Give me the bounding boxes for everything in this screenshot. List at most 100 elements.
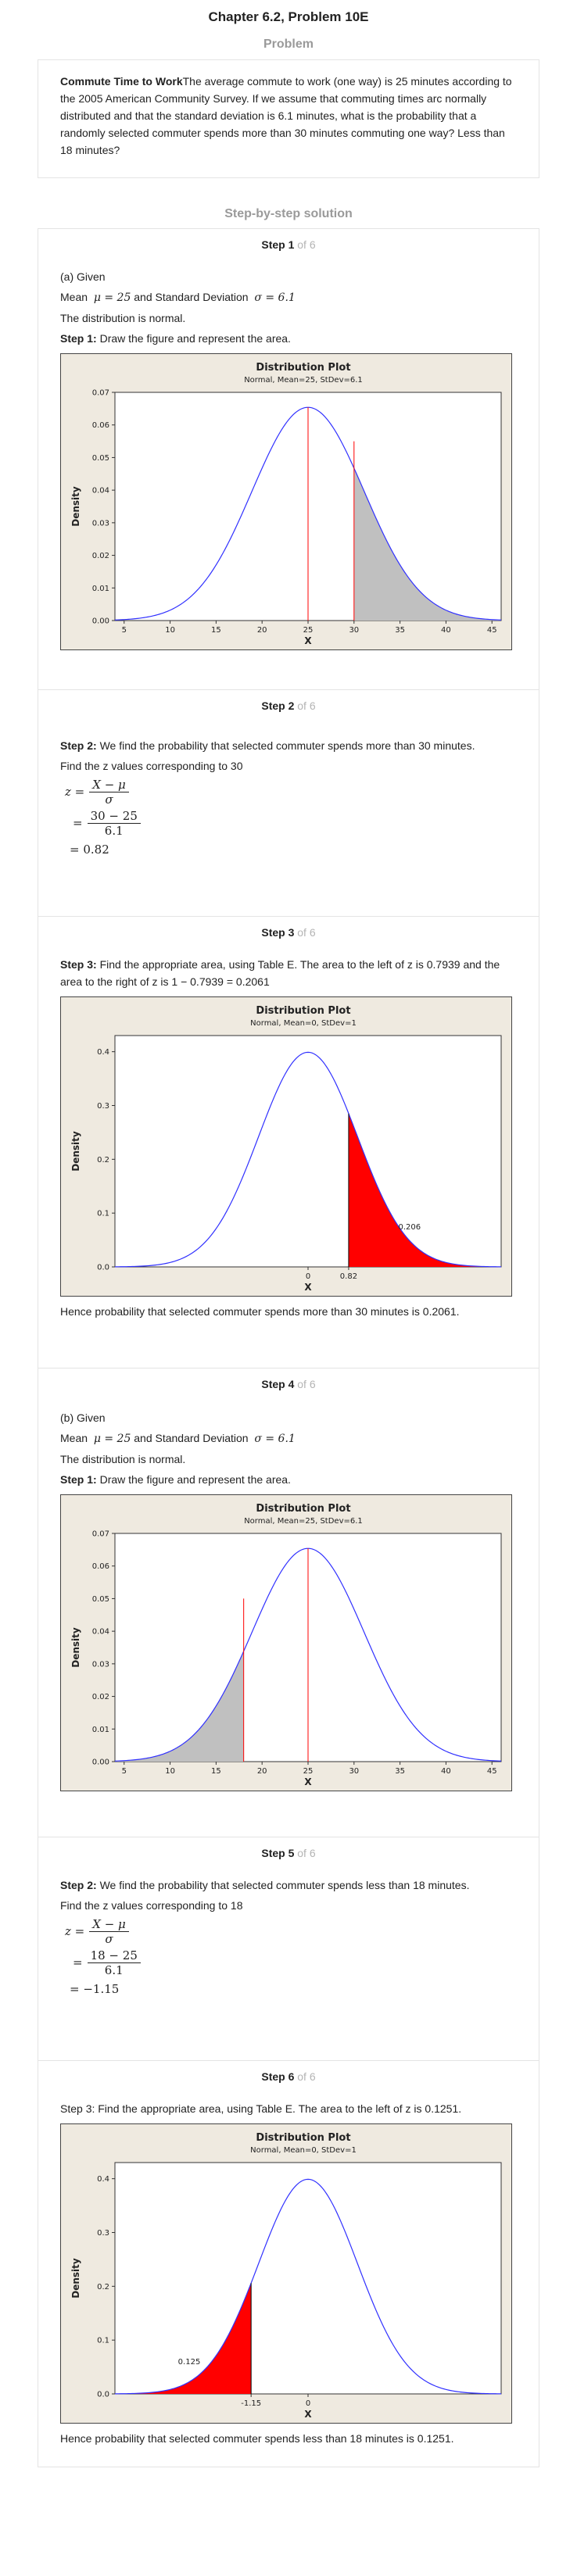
mean-sd-line: Mean μ = 25 and Standard Deviation σ = 6…	[60, 287, 517, 308]
area-label: 0.206	[399, 1223, 421, 1232]
x-tick-label: 40	[441, 626, 451, 635]
eq2-denominator: 6.1	[104, 823, 124, 838]
eq-numerator: X − μ	[89, 778, 129, 792]
mean-equation: μ = 25	[93, 292, 131, 304]
x-tick-label: 0	[306, 1272, 310, 1281]
step-instruction-bold: Step 1:	[60, 332, 97, 345]
y-tick-label: 0.07	[92, 1530, 109, 1539]
plot-title: Distribution Plot	[256, 1503, 350, 1515]
x-tick-label: 45	[487, 1767, 497, 1776]
step-instruction-bold: Step 2:	[60, 1879, 97, 1891]
step-title: Step 2 of 6	[60, 699, 517, 712]
plot-subtitle: Normal, Mean=0, StDev=1	[250, 1019, 357, 1028]
find-z-text: Find the z values corresponding to 30	[60, 760, 243, 772]
y-tick-label: 0.07	[92, 389, 109, 398]
x-tick-label: 35	[395, 1767, 405, 1776]
step-instruction: Step 2: We find the probability that sel…	[60, 1875, 517, 1895]
x-tick-label: 0	[306, 2399, 310, 2408]
y-tick-label: 0.00	[92, 1758, 109, 1767]
step-of: of 6	[297, 699, 316, 712]
step-title: Step 6 of 6	[60, 2070, 517, 2083]
step-instruction: Step 3: Find the appropriate area, using…	[60, 2102, 462, 2115]
y-tick-label: 0.1	[97, 1210, 109, 1218]
step-instruction-bold: Step 1:	[60, 1473, 97, 1486]
y-tick-label: 0.01	[92, 585, 109, 593]
x-tick-label: 10	[165, 1767, 175, 1776]
x-axis-label: X	[304, 1776, 312, 1787]
x-tick-label: 30	[349, 626, 359, 635]
x-tick-label: 0.82	[340, 1272, 357, 1281]
x-tick-label: 15	[211, 1767, 221, 1776]
shaded-area	[353, 468, 501, 621]
y-axis-label: Density	[70, 486, 81, 527]
step-of: of 6	[297, 926, 316, 939]
step-6: Step 6 of 6 Step 3: Find the appropriate…	[38, 2060, 539, 2467]
mean-label: Mean	[60, 291, 88, 303]
step-title: Step 4 of 6	[60, 1378, 517, 1390]
step-of: of 6	[297, 2070, 316, 2083]
eq-result: = −1.15	[70, 1982, 120, 1996]
normal-text: The distribution is normal.	[60, 312, 186, 324]
page: Chapter 6.2, Problem 10E Problem Commute…	[38, 9, 539, 2467]
step-instruction-bold: Step 2:	[60, 739, 97, 752]
step-label: Step 1	[261, 238, 295, 251]
step-instruction-text: We find the probability that selected co…	[96, 1879, 470, 1891]
step-4: Step 4 of 6 (b) Given Mean μ = 25 and St…	[38, 1368, 539, 1837]
step-instruction-text: Draw the figure and represent the area.	[96, 332, 291, 345]
mean-label: Mean	[60, 1432, 88, 1444]
y-tick-label: 0.02	[92, 1693, 109, 1701]
shaded-area	[348, 1113, 501, 1267]
step-title: Step 5 of 6	[60, 1847, 517, 1859]
y-tick-label: 0.00	[92, 617, 109, 626]
y-axis-label: Density	[70, 2258, 81, 2299]
eq-result: = 0.82	[70, 843, 109, 857]
step-instruction-text: Find the appropriate area, using Table E…	[60, 958, 500, 988]
problem-text: The average commute to work (one way) is…	[60, 75, 512, 156]
sd-label: and Standard Deviation	[134, 1432, 249, 1444]
x-tick-label: 25	[303, 626, 314, 635]
sd-equation: σ = 6.1	[254, 1433, 296, 1445]
distribution-plot-1: Distribution Plot Normal, Mean=25, StDev=…	[60, 353, 512, 650]
x-axis-label: X	[304, 2409, 312, 2420]
plot-subtitle: Normal, Mean=0, StDev=1	[250, 2146, 357, 2155]
eq-lhs: z =	[65, 1924, 85, 1938]
step-title: Step 3 of 6	[60, 926, 517, 939]
step-of: of 6	[297, 1847, 316, 1859]
y-tick-label: 0.06	[92, 421, 109, 430]
density-curve	[114, 406, 502, 621]
y-axis-label: Density	[70, 1627, 81, 1668]
conclusion-text: Hence probability that selected commuter…	[60, 1305, 460, 1318]
y-tick-label: 0.05	[92, 1595, 109, 1604]
eq-denominator: σ	[105, 792, 113, 807]
step-instruction: Step 2: We find the probability that sel…	[60, 735, 517, 756]
y-tick-label: 0.4	[97, 1048, 109, 1057]
y-axis-label: Density	[70, 1131, 81, 1172]
x-tick-label: -1.15	[241, 2399, 261, 2408]
step-instruction-text: We find the probability that selected co…	[96, 739, 475, 752]
given-label: (b) Given	[60, 1411, 106, 1424]
plot-area	[114, 2162, 502, 2395]
step-instruction: Step 3: Find the appropriate area, using…	[60, 954, 517, 992]
shaded-area	[115, 2283, 252, 2394]
step-label: Step 3	[261, 926, 295, 939]
step-label: Step 2	[261, 699, 295, 712]
y-tick-label: 0.3	[97, 1102, 109, 1111]
x-tick-label: 45	[487, 626, 497, 635]
problem-title: Commute Time to Work	[60, 75, 183, 88]
x-tick-label: 35	[395, 626, 405, 635]
eq-lhs: z =	[65, 785, 85, 799]
step-of: of 6	[297, 238, 316, 251]
step-instruction-text: Draw the figure and represent the area.	[96, 1473, 291, 1486]
eq-denominator: σ	[105, 1931, 113, 1946]
plot-subtitle: Normal, Mean=25, StDev=6.1	[244, 376, 363, 385]
plot-title: Distribution Plot	[256, 2132, 350, 2144]
eq2-denominator: 6.1	[104, 1962, 124, 1977]
plot-title: Distribution Plot	[256, 362, 350, 374]
step-label: Step 4	[261, 1378, 295, 1390]
mean-equation: μ = 25	[93, 1433, 131, 1445]
step-label: Step 6	[261, 2070, 295, 2083]
distribution-plot-2: Distribution Plot Normal, Mean=0, StDev=1…	[60, 996, 512, 1297]
x-tick-label: 20	[257, 1767, 267, 1776]
plot-title: Distribution Plot	[256, 1005, 350, 1017]
